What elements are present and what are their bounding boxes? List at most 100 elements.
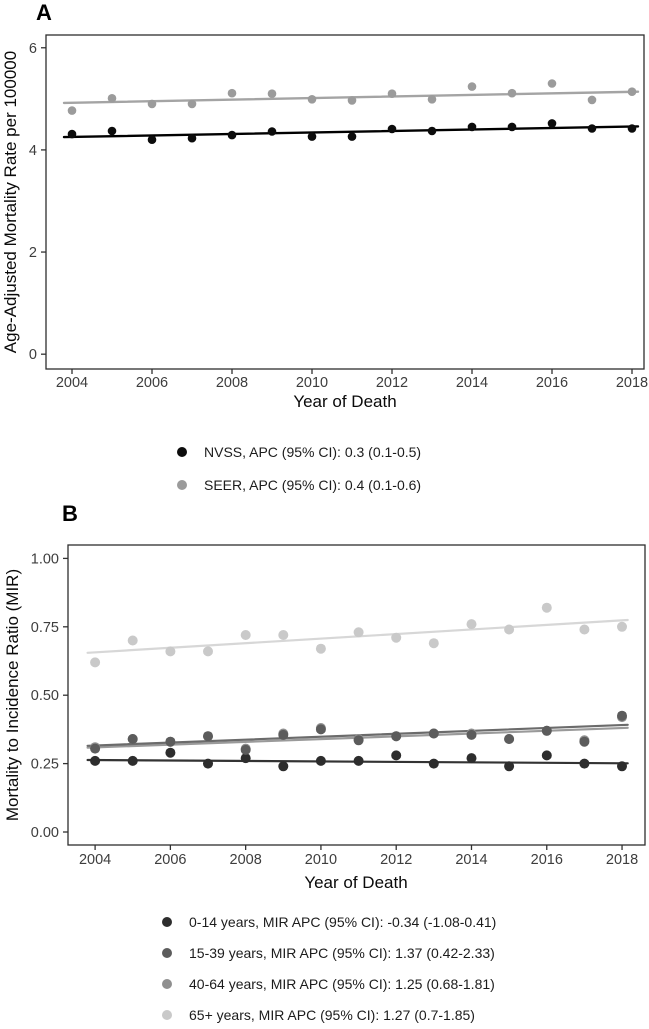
panel-b-y-axis-title: Mortality to Incidence Ratio (MIR) <box>3 569 22 821</box>
data-point-seer <box>307 95 317 104</box>
panel-a-x-axis-title: Year of Death <box>293 392 396 411</box>
data-point-nvss <box>547 119 557 128</box>
data-point-0-14-years <box>617 761 627 772</box>
data-point-0-14-years <box>203 758 213 769</box>
x-tick-label: 2010 <box>305 852 337 868</box>
data-point-65-years <box>579 624 590 635</box>
data-point-65-years <box>278 630 289 640</box>
data-point-0-14-years <box>466 753 477 764</box>
data-point-seer <box>267 89 277 98</box>
data-point-nvss <box>387 124 397 134</box>
data-point-15-39-years <box>579 736 590 747</box>
data-point-15-39-years <box>315 724 326 735</box>
x-tick-label: 2010 <box>296 375 328 391</box>
data-point-0-14-years <box>165 747 176 758</box>
data-point-65-years <box>127 635 138 646</box>
data-point-nvss <box>227 130 237 140</box>
data-point-seer <box>67 106 77 115</box>
plot-border <box>67 544 646 846</box>
data-point-65-years <box>203 646 213 657</box>
data-point-0-14-years <box>391 750 402 761</box>
legend-dot-icon <box>177 479 187 490</box>
panel-a-legend: NVSS, APC (95% CI): 0.3 (0.1-0.5) SEER, A… <box>177 442 421 508</box>
data-point-0-14-years <box>428 758 439 769</box>
x-tick-label: 2018 <box>616 375 648 391</box>
legend-dot-icon <box>162 916 172 927</box>
data-point-seer <box>147 99 157 109</box>
legend-item-15-39-years: 15-39 years, MIR APC (95% CI): 1.37 (0.4… <box>162 943 495 962</box>
data-point-15-39-years <box>353 735 364 746</box>
legend-item-nvss: NVSS, APC (95% CI): 0.3 (0.1-0.5) <box>177 442 421 461</box>
data-point-65-years <box>466 619 477 630</box>
data-point-seer <box>627 87 637 96</box>
data-point-15-39-years <box>127 734 138 744</box>
data-point-nvss <box>587 124 597 133</box>
data-point-15-39-years <box>541 725 552 736</box>
data-point-65-years <box>541 602 552 613</box>
data-point-15-39-years <box>165 736 176 747</box>
data-point-0-14-years <box>278 761 289 772</box>
data-point-15-39-years <box>504 734 515 744</box>
data-point-seer <box>467 82 477 91</box>
data-point-15-39-years <box>278 729 289 740</box>
data-point-65-years <box>353 627 364 638</box>
data-point-0-14-years <box>127 755 138 766</box>
data-point-seer <box>347 96 357 105</box>
y-tick-label: 1.00 <box>31 551 59 567</box>
data-point-0-14-years <box>315 755 326 766</box>
data-point-15-39-years <box>428 728 439 739</box>
x-tick-label: 2006 <box>154 852 186 868</box>
panel-a-chart: 2018 2016 2014 2012 2010 2008 2006 2004 6 4 2 0 Yea… <box>1 34 648 411</box>
data-point-15-39-years <box>203 731 213 742</box>
panel-a-letter: A <box>36 0 52 25</box>
y-tick-label: 0.50 <box>31 688 59 704</box>
legend-label: 65+ years, MIR APC (95% CI): 1.27 (0.7-1… <box>189 1006 475 1023</box>
panel-a-y-axis-title: Age-Adjusted Mortality Rate per 100000 <box>1 51 20 353</box>
legend-item-65-years: 65+ years, MIR APC (95% CI): 1.27 (0.7-1… <box>162 1005 475 1024</box>
data-point-15-39-years <box>240 744 251 755</box>
legend-label: 0-14 years, MIR APC (95% CI): -0.34 (-1.… <box>189 913 497 930</box>
data-point-65-years <box>90 657 101 668</box>
y-tick-label: 0.75 <box>31 620 59 636</box>
legend-item-seer: SEER, APC (95% CI): 0.4 (0.1-0.6) <box>177 475 421 494</box>
x-tick-label: 2014 <box>455 852 487 868</box>
x-tick-label: 2016 <box>531 852 563 868</box>
y-tick-label: 4 <box>29 143 37 159</box>
x-tick-label: 2016 <box>536 375 568 391</box>
data-point-nvss <box>347 132 357 141</box>
data-point-0-14-years <box>579 758 590 769</box>
data-point-15-39-years <box>90 743 101 754</box>
y-tick-label: 0.25 <box>31 757 59 773</box>
data-point-nvss <box>107 126 117 136</box>
data-point-65-years <box>391 632 402 643</box>
y-tick-label: 0 <box>29 347 37 363</box>
data-point-0-14-years <box>353 755 364 766</box>
legend-dot-icon <box>162 1009 172 1020</box>
plot-border <box>45 34 645 370</box>
data-point-65-years <box>504 624 515 635</box>
x-tick-label: 2012 <box>376 375 408 391</box>
data-point-nvss <box>507 122 517 132</box>
panel-b-x-axis-title: Year of Death <box>304 873 407 892</box>
panel-b-chart: 2018 2016 2014 2012 2010 2008 2006 2004 1.00 0.75… <box>3 544 646 892</box>
data-point-15-39-years <box>617 710 627 721</box>
data-point-65-years <box>240 630 251 640</box>
panel-b-legend: 0-14 years, MIR APC (95% CI): -0.34 (-1.… <box>162 912 496 1029</box>
data-point-seer <box>507 88 517 98</box>
data-point-seer <box>427 95 437 104</box>
legend-label: 15-39 years, MIR APC (95% CI): 1.37 (0.4… <box>189 944 495 961</box>
data-point-0-14-years <box>90 755 101 766</box>
data-point-seer <box>227 88 237 98</box>
data-point-15-39-years <box>466 729 477 740</box>
legend-label: 40-64 years, MIR APC (95% CI): 1.25 (0.6… <box>189 975 495 992</box>
data-point-nvss <box>307 132 317 141</box>
data-point-nvss <box>467 122 477 132</box>
data-point-seer <box>187 99 197 109</box>
data-point-nvss <box>147 135 157 144</box>
x-tick-label: 2018 <box>606 852 638 868</box>
y-tick-label: 0.00 <box>31 825 59 841</box>
data-point-65-years <box>428 638 439 649</box>
y-tick-label: 2 <box>29 245 37 261</box>
x-tick-label: 2014 <box>456 375 488 391</box>
